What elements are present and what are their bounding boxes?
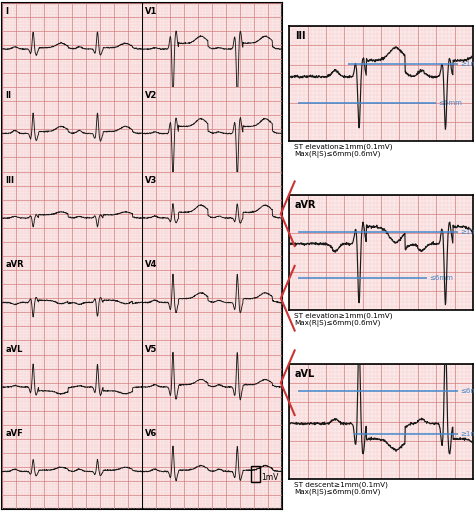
- Text: ST elevation≥1mm(0.1mV)
Max(R|S)≤6mm(0.6mV): ST elevation≥1mm(0.1mV) Max(R|S)≤6mm(0.6…: [294, 313, 392, 327]
- Text: ST elevation≥1mm(0.1mV)
Max(R|S)≤6mm(0.6mV): ST elevation≥1mm(0.1mV) Max(R|S)≤6mm(0.6…: [294, 144, 392, 158]
- Text: V1: V1: [145, 7, 157, 16]
- Text: 1mV: 1mV: [261, 473, 278, 482]
- Text: III: III: [5, 176, 14, 185]
- Text: ≥1mm: ≥1mm: [460, 229, 474, 234]
- Text: II: II: [5, 91, 11, 100]
- Text: V5: V5: [145, 345, 157, 354]
- Text: aVR: aVR: [5, 260, 24, 269]
- Text: ST descent≥1mm(0.1mV)
Max(R|S)≤6mm(0.6mV): ST descent≥1mm(0.1mV) Max(R|S)≤6mm(0.6mV…: [294, 482, 388, 496]
- Text: aVL: aVL: [5, 345, 23, 354]
- Text: ≤6mm: ≤6mm: [460, 388, 474, 394]
- Text: ≥1mm: ≥1mm: [460, 61, 474, 67]
- Text: III: III: [295, 31, 305, 41]
- Text: aVR: aVR: [295, 200, 316, 210]
- Text: V3: V3: [145, 176, 157, 185]
- Text: V2: V2: [145, 91, 157, 100]
- Text: ≤6mm: ≤6mm: [438, 100, 462, 106]
- Text: ≥1mm: ≥1mm: [460, 432, 474, 437]
- Text: aVL: aVL: [295, 369, 315, 379]
- Text: I: I: [5, 7, 8, 16]
- Bar: [251, 465, 260, 482]
- Text: aVF: aVF: [5, 429, 23, 438]
- Text: V4: V4: [145, 260, 157, 269]
- Text: ≤6mm: ≤6mm: [429, 275, 453, 281]
- Text: V6: V6: [145, 429, 157, 438]
